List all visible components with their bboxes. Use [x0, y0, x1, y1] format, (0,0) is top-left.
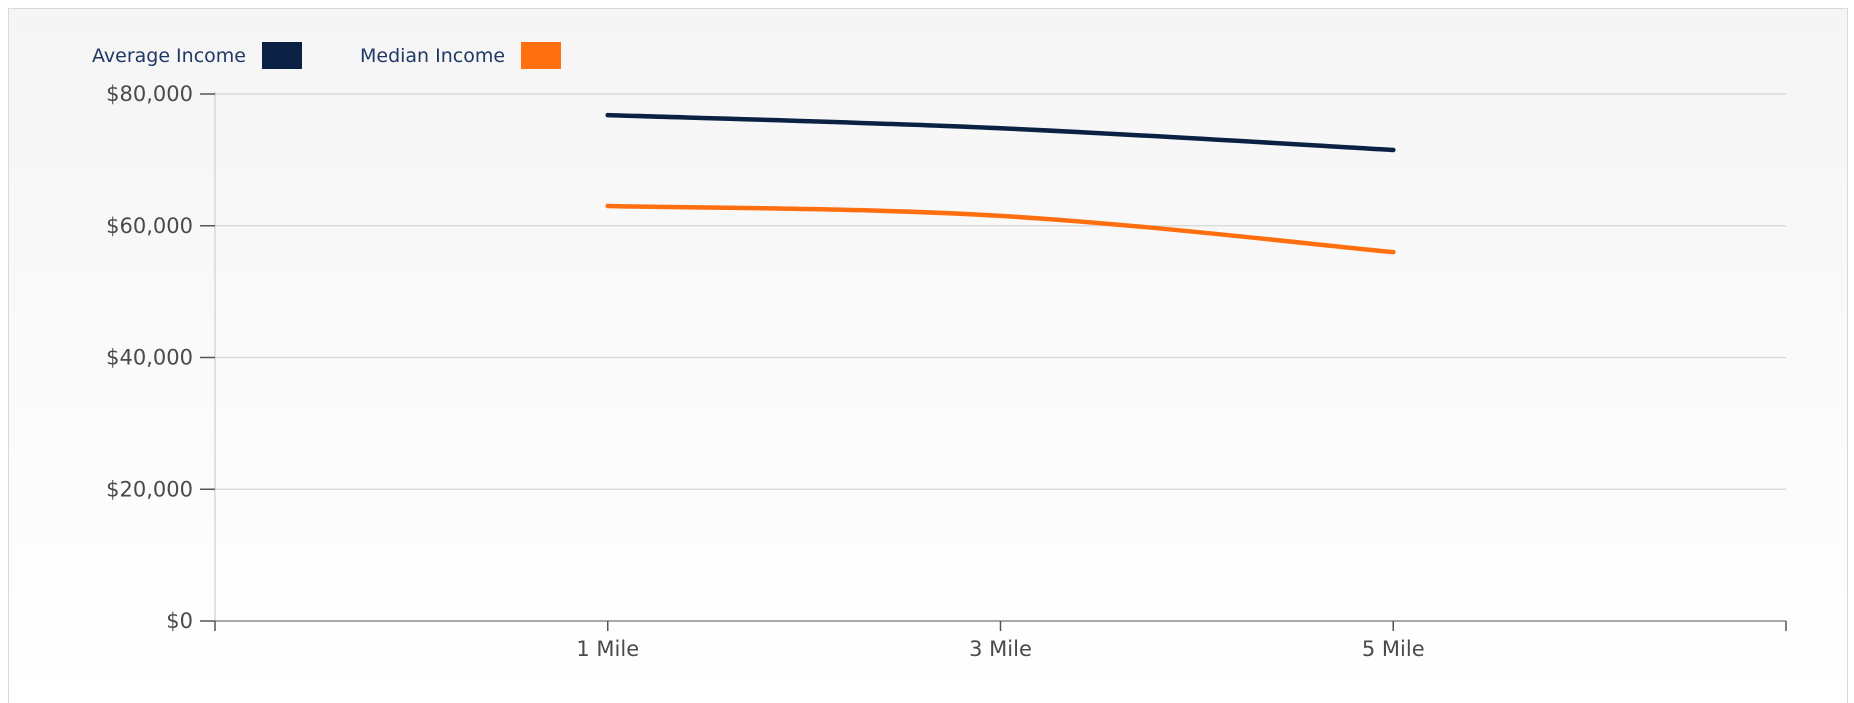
data-point-median-income-2 — [1391, 249, 1396, 255]
data-point-median-income-1 — [998, 213, 1003, 219]
x-tick-label-2: 5 Mile — [1362, 637, 1425, 661]
y-tick-label-0: $0 — [166, 609, 193, 633]
chart-legend: Average Income Median Income — [92, 42, 619, 69]
series-line-average-income — [605, 112, 1396, 153]
y-tick-label-2: $40,000 — [106, 346, 193, 370]
data-point-average-income-2 — [1391, 147, 1396, 153]
y-tick-label-3: $60,000 — [106, 214, 193, 238]
legend-label-average-income: Average Income — [92, 44, 246, 67]
legend-item-median-income[interactable]: Median Income — [359, 42, 562, 69]
legend-item-average-income[interactable]: Average Income — [92, 42, 302, 69]
data-point-average-income-0 — [605, 112, 610, 118]
y-tick-label-4: $80,000 — [106, 82, 193, 106]
data-point-median-income-0 — [605, 203, 610, 209]
legend-swatch-average-income — [261, 42, 302, 69]
y-tick-label-1: $20,000 — [106, 477, 193, 501]
series-line-median-income — [605, 203, 1396, 255]
legend-swatch-median-income — [521, 42, 562, 69]
legend-label-median-income: Median Income — [359, 44, 506, 67]
data-point-average-income-1 — [998, 126, 1003, 131]
x-tick-label-0: 1 Mile — [576, 637, 639, 661]
x-tick-label-1: 3 Mile — [969, 637, 1032, 661]
